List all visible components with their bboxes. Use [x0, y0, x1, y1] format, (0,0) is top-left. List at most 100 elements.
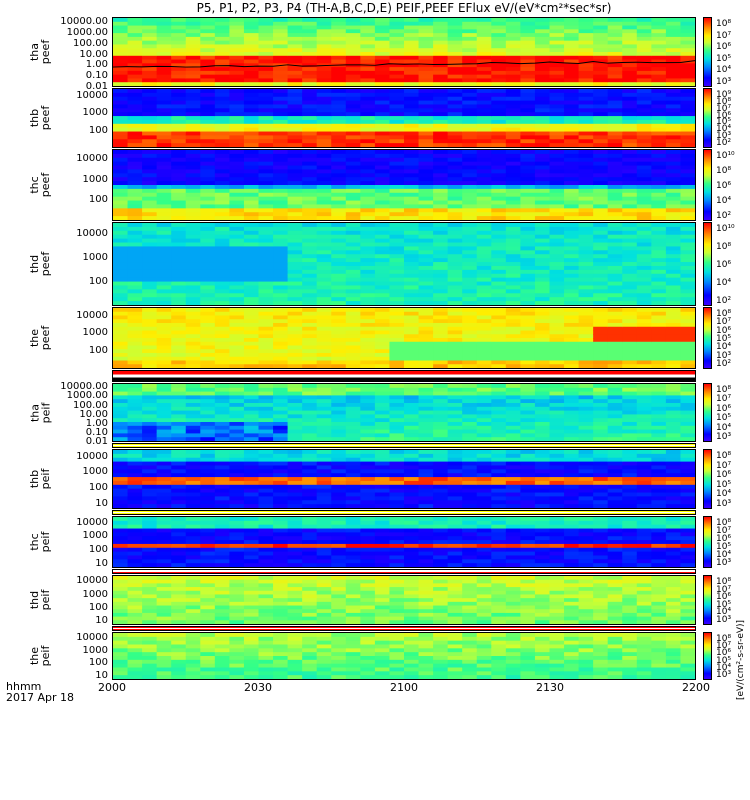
spectrogram-cell [200, 433, 216, 438]
spectrogram-cell [505, 391, 521, 396]
spectrogram-cell [127, 165, 143, 171]
spectrogram-cell [622, 285, 638, 290]
spectrogram-cell [258, 480, 274, 486]
spectrogram-cell [214, 234, 230, 240]
spectrogram-cell [287, 96, 303, 102]
spectrogram-cell [243, 254, 260, 259]
spectrogram-cell [243, 421, 260, 427]
spectrogram-cell [374, 70, 391, 76]
spectrogram-cell [156, 315, 172, 320]
spectrogram-cell [243, 477, 260, 482]
spectrogram-cell [665, 273, 682, 279]
spectrogram-cell [171, 196, 187, 202]
spectrogram-cell [331, 200, 347, 206]
spectrogram-cell [447, 421, 463, 427]
spectrogram-cell [214, 536, 230, 541]
spectrogram-cell [185, 40, 201, 46]
spectrogram-cell [462, 334, 478, 339]
spectrogram-cell [316, 216, 332, 220]
spectrogram-cell [593, 212, 609, 217]
spectrogram-cell [622, 433, 638, 438]
spectrogram-cell [185, 540, 201, 545]
spectrogram-cell [214, 108, 230, 113]
spectrogram-cell [185, 504, 201, 508]
spectrogram-cell [433, 139, 449, 144]
spectrogram-cell [302, 153, 318, 159]
spectrogram-cell [127, 55, 143, 61]
spectrogram-cell [404, 216, 420, 220]
spectrogram-cell [520, 293, 536, 298]
spectrogram-cell [229, 289, 245, 294]
spectrogram-cell [578, 48, 594, 53]
spectrogram-cell [636, 181, 652, 186]
spectrogram-cell [229, 338, 245, 343]
spectrogram-cell [476, 265, 492, 271]
spectrogram-cell [345, 139, 361, 144]
spectrogram-cell [491, 469, 507, 474]
spectrogram-cell [578, 169, 594, 174]
spectrogram-cell [316, 360, 332, 365]
spectrogram-cell [593, 216, 609, 220]
y-tick-label: 10000 [76, 450, 108, 462]
spectrogram-cell [200, 89, 216, 94]
spectrogram-cell [185, 230, 201, 236]
spectrogram-cell [433, 250, 449, 255]
spectrogram-cell [171, 311, 187, 317]
spectrogram-cell [243, 52, 260, 57]
spectrogram-cell [607, 480, 623, 486]
spectrogram-cell [258, 192, 274, 198]
spectrogram-cell [360, 139, 376, 144]
spectrogram-cell [534, 116, 551, 121]
spectrogram-cell [389, 334, 405, 339]
spectrogram-cell [302, 395, 318, 400]
spectrogram-cell [520, 250, 536, 255]
spectrogram-cell [520, 395, 536, 400]
spectrogram-cell [622, 281, 638, 287]
spectrogram-cell [156, 457, 172, 463]
spectrogram-cell [505, 414, 521, 419]
spectrogram-cell [651, 406, 667, 412]
spectrogram-cell [491, 338, 507, 343]
spectrogram-cell [113, 356, 129, 362]
spectrogram-cell [622, 453, 638, 459]
spectrogram-cell [171, 334, 187, 339]
spectrogram-cell [404, 33, 420, 38]
spectrogram-cell [636, 387, 652, 393]
spectrogram-cell [229, 457, 245, 463]
spectrogram-cell [142, 33, 158, 38]
spectrogram-cell [564, 492, 580, 497]
spectrogram-cell [331, 273, 347, 279]
spectrogram-cell [360, 196, 376, 202]
spectrogram-cell [593, 135, 609, 140]
spectrogram-cell [214, 196, 230, 202]
spectrogram-cell [549, 123, 565, 129]
spectrogram-cell [534, 399, 551, 404]
spectrogram-cell [636, 496, 652, 501]
spectrogram-cell [636, 226, 652, 232]
spectrogram-cell [607, 353, 623, 358]
spectrogram-cell [534, 230, 551, 236]
spectrogram-cell [345, 465, 361, 470]
spectrogram-cell [433, 391, 449, 396]
spectrogram-cell [593, 108, 609, 113]
spectrogram-cell [171, 70, 187, 76]
spectrogram-cell [243, 433, 260, 438]
spectrogram-cell [316, 74, 332, 80]
spectrogram-cell [636, 473, 652, 478]
spectrogram-cell [258, 89, 274, 94]
spectrogram-cell [651, 196, 667, 202]
spectrogram-cell [156, 185, 172, 190]
spectrogram-cell [171, 29, 187, 34]
colorbar-tick-label: 10¹⁰ [716, 151, 735, 161]
spectrogram-cell [287, 425, 303, 431]
colorbar-tick-label: 10³ [716, 432, 732, 442]
spectrogram-cell [273, 450, 289, 455]
spectrogram-cell [680, 364, 695, 368]
spectrogram-cell [389, 269, 405, 275]
spectrogram-cell [578, 338, 594, 343]
spectrogram-cell [229, 450, 245, 455]
spectrogram-cell [142, 165, 158, 171]
spectrogram-cell [418, 204, 434, 209]
spectrogram-cell [680, 262, 695, 267]
spectrogram-cell [462, 488, 478, 494]
